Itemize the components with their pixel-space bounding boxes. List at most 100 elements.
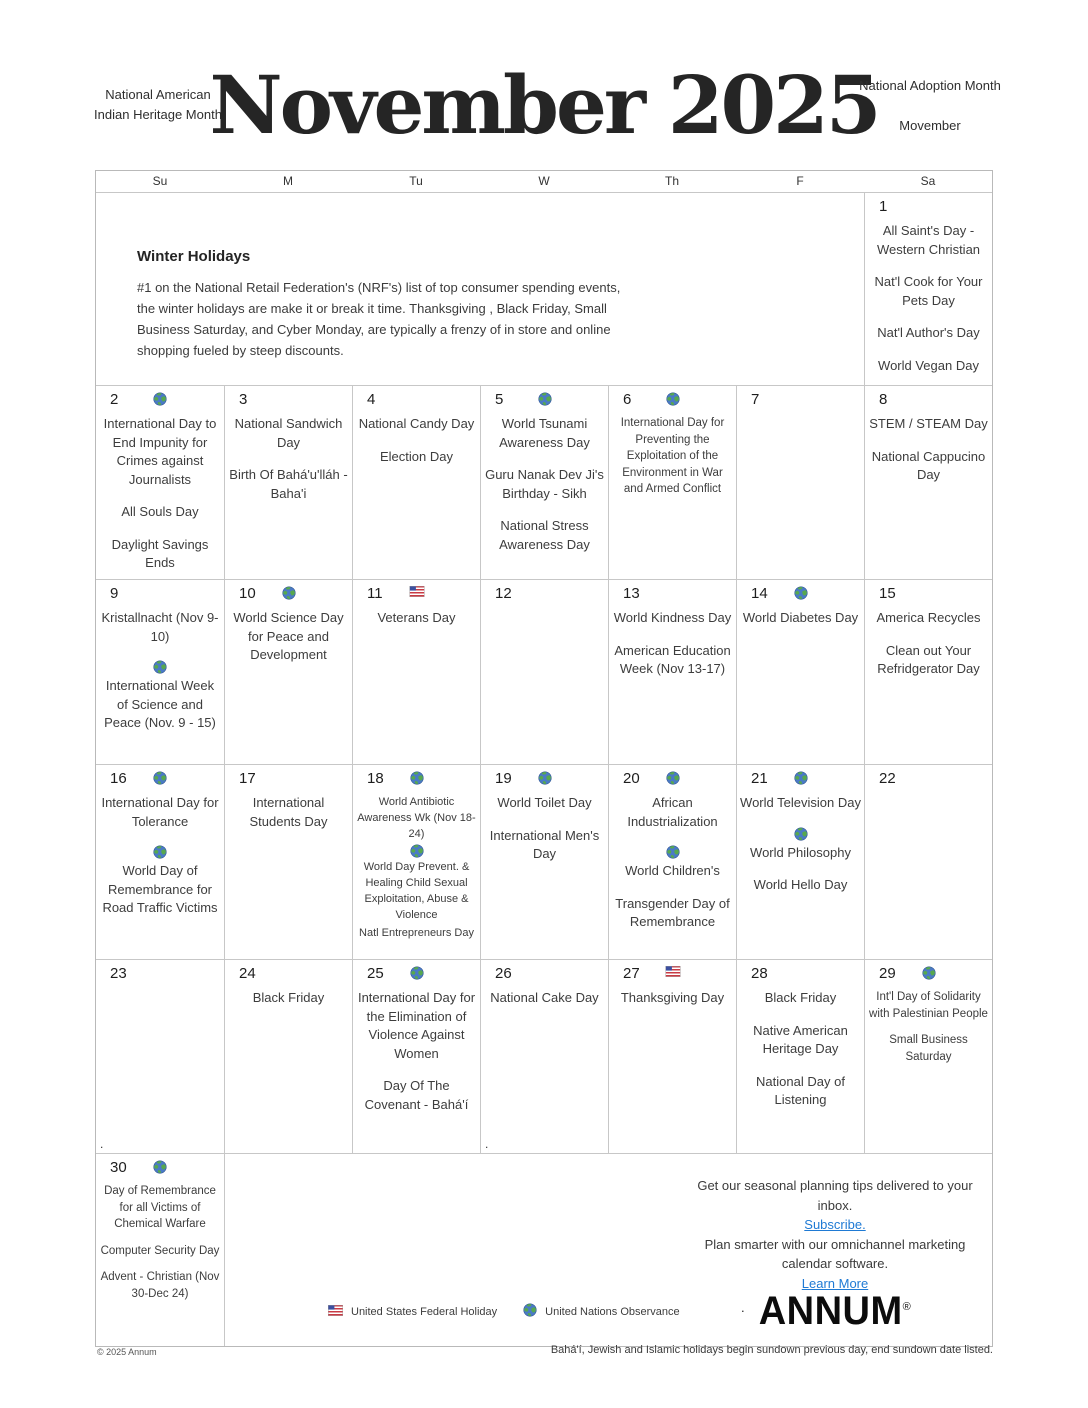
footer-merged-cell: Get our seasonal planning tips delivered… bbox=[224, 1154, 992, 1346]
day-cell-3: 3 National Sandwich Day Birth Of Bahá'u'll… bbox=[224, 386, 352, 579]
day-number: 5 bbox=[495, 391, 504, 408]
weekday-f: F bbox=[796, 174, 804, 188]
event-label: All Souls Day bbox=[121, 504, 199, 519]
event-label: National Day of Listening bbox=[756, 1073, 845, 1108]
weekday-m: M bbox=[283, 174, 293, 188]
sundown-note: Bahá'í, Jewish and Islamic holidays begi… bbox=[550, 1344, 993, 1356]
event-label: International Day for Tolerance bbox=[101, 795, 219, 829]
event-label: National Sandwich Day bbox=[234, 416, 343, 450]
legend: United States Federal Holiday United Nat… bbox=[328, 1303, 680, 1320]
stray-period: . bbox=[741, 1300, 745, 1315]
day-cell-23: 23. bbox=[96, 960, 224, 1153]
left-month-observance: National American Indian Heritage Month bbox=[94, 87, 222, 122]
day-events: African Industrialization World Children'… bbox=[609, 765, 736, 932]
day-events: All Saint's Day - Western Christian Nat'l… bbox=[865, 193, 992, 375]
event-label: African Industrialization bbox=[627, 795, 718, 829]
calendar-grid: Su M Tu W Th F Sa Winter Holidays #1 on … bbox=[95, 170, 993, 1347]
event-label: International Day for the Elimination of… bbox=[357, 990, 476, 1061]
week-row-6: 30 Day of Remembrance for all Victims of … bbox=[96, 1153, 992, 1346]
event-label: Clean out Your Refridgerator Day bbox=[877, 642, 980, 677]
globe-icon bbox=[793, 586, 808, 600]
event-label: National Cake Day bbox=[490, 990, 599, 1005]
legend-item-un-observance: United Nations Observance bbox=[523, 1303, 680, 1320]
subscribe-link[interactable]: Subscribe. bbox=[804, 1217, 866, 1232]
day-events: International Students Day bbox=[225, 765, 352, 831]
week-row-3: 9 Kristallnacht (Nov 9-10) International W… bbox=[96, 579, 992, 764]
event-label: STEM / STEAM Day bbox=[869, 416, 988, 431]
day-events: International Day to End Impunity for Cr… bbox=[96, 386, 224, 573]
week-row-5: 23. 24 Black Friday 25 International Day f… bbox=[96, 959, 992, 1153]
weekday-th: Th bbox=[664, 174, 679, 188]
day-events: International Day for Preventing the Exp… bbox=[609, 386, 736, 498]
day-events: International Day for Tolerance World Day… bbox=[96, 765, 224, 918]
day-cell-8: 8 STEM / STEAM Day National Cappucino Day bbox=[864, 386, 992, 579]
right-observance-1: National Adoption Month bbox=[859, 78, 1001, 93]
day-cell-29: 29 Int'l Day of Solidarity with Palestini… bbox=[864, 960, 992, 1153]
day-cell-10: 10 World Science Day for Peace and Develo… bbox=[224, 580, 352, 764]
event-label: World Television Day bbox=[740, 795, 861, 810]
event-label: International Students Day bbox=[249, 795, 328, 829]
event-label: International Day for Preventing the Exp… bbox=[620, 417, 725, 495]
day-cell-19: 19 World Toilet Day International Men's Da… bbox=[480, 765, 608, 959]
legend-item-federal-holiday: United States Federal Holiday bbox=[328, 1304, 498, 1319]
day-number: 10 bbox=[239, 585, 256, 602]
day-number: 1 bbox=[879, 198, 888, 215]
day-cell-21: 21 World Television Day World Philosophy Wo… bbox=[736, 765, 864, 959]
promo-line-1: Get our seasonal planning tips delivered… bbox=[697, 1178, 973, 1213]
right-month-observances: National Adoption Month Movember bbox=[856, 76, 1004, 136]
event-label: America Recycles bbox=[876, 610, 981, 625]
us-flag-icon bbox=[665, 966, 681, 978]
registered-mark: ® bbox=[902, 1300, 912, 1314]
event-label: World Antibiotic Awareness Wk (Nov 18-24… bbox=[357, 796, 476, 840]
weekday-su: Su bbox=[152, 174, 168, 188]
event-label: American Education Week (Nov 13-17) bbox=[614, 642, 731, 677]
day-cell-24: 24 Black Friday bbox=[224, 960, 352, 1153]
week-row-2: 2 International Day to End Impunity for C… bbox=[96, 385, 992, 579]
copyright: © 2025 Annum bbox=[97, 1347, 157, 1357]
learn-more-link[interactable]: Learn More bbox=[801, 1275, 869, 1291]
day-events: World Diabetes Day bbox=[737, 580, 864, 628]
day-events: STEM / STEAM Day National Cappucino Day bbox=[865, 386, 992, 485]
event-label: World Tsunami Awareness Day bbox=[499, 416, 590, 450]
promo-block: Get our seasonal planning tips delivered… bbox=[680, 1176, 990, 1331]
day-cell-28: 28 Black Friday Native American Heritage D… bbox=[736, 960, 864, 1153]
event-label: Veterans Day bbox=[377, 610, 456, 625]
event-label: World Kindness Day bbox=[613, 610, 732, 625]
day-cell-12: 12 bbox=[480, 580, 608, 764]
day-events: International Day for the Elimination of… bbox=[353, 960, 480, 1114]
day-number: 20 bbox=[623, 770, 640, 787]
event-label: World Children's bbox=[625, 863, 720, 878]
legend-label: United States Federal Holiday bbox=[351, 1305, 498, 1318]
right-observance-2: Movember bbox=[899, 118, 961, 133]
event-label: National Stress Awareness Day bbox=[499, 518, 590, 552]
globe-icon bbox=[740, 826, 861, 841]
event-label: World Day of Remembrance for Road Traffi… bbox=[102, 863, 218, 915]
day-number: 2 bbox=[110, 391, 119, 408]
day-number: 24 bbox=[239, 965, 256, 982]
event-label: Nat'l Cook for Your Pets Day bbox=[874, 274, 983, 308]
day-number: 4 bbox=[367, 391, 376, 408]
day-cell-30: 30 Day of Remembrance for all Victims of … bbox=[96, 1154, 224, 1346]
globe-icon bbox=[99, 660, 221, 674]
day-events: National Sandwich Day Birth Of Bahá'u'llá… bbox=[225, 386, 352, 503]
day-number: 25 bbox=[367, 965, 384, 982]
day-events: National Cake Day bbox=[481, 960, 608, 1008]
globe-icon bbox=[921, 966, 936, 980]
day-events: Thanksgiving Day bbox=[609, 960, 736, 1008]
day-cell-7: 7 bbox=[736, 386, 864, 579]
day-number: 9 bbox=[110, 585, 119, 602]
globe-icon bbox=[665, 392, 680, 406]
event-label: Birth Of Bahá'u'lláh - Baha'i bbox=[229, 467, 348, 501]
day-events: World Antibiotic Awareness Wk (Nov 18-24… bbox=[353, 765, 480, 941]
us-flag-icon bbox=[328, 1304, 344, 1319]
event-label: World Science Day for Peace and Developm… bbox=[233, 610, 344, 662]
globe-icon bbox=[537, 771, 552, 785]
day-number: 12 bbox=[495, 585, 512, 602]
globe-icon bbox=[153, 1160, 167, 1174]
day-number: 14 bbox=[751, 585, 768, 602]
weekday-w: W bbox=[538, 174, 550, 188]
day-cell-26: 26 National Cake Day. bbox=[480, 960, 608, 1153]
day-cell-4: 4 National Candy Day Election Day bbox=[352, 386, 480, 579]
day-number: 3 bbox=[239, 391, 248, 408]
event-label: Transgender Day of Remembrance bbox=[615, 895, 730, 930]
